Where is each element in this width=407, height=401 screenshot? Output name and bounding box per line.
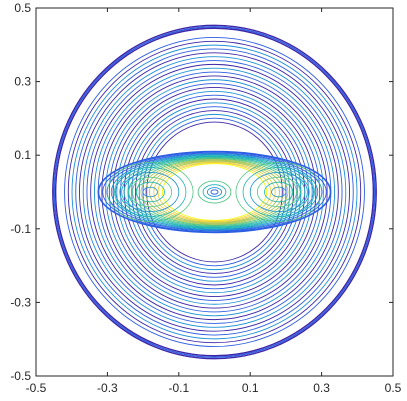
side-contour bbox=[264, 181, 294, 203]
outer-ring-contour bbox=[131, 106, 298, 278]
side-contour bbox=[135, 181, 165, 203]
inner-region-contour bbox=[149, 160, 280, 224]
outer-ring-contour bbox=[105, 79, 324, 305]
y-tick-label: -0.5 bbox=[10, 369, 31, 383]
axis-ticks bbox=[35, 7, 394, 377]
outer-ring-contour bbox=[86, 60, 343, 324]
inner-region-contour bbox=[102, 151, 327, 233]
outer-ring-contour bbox=[82, 56, 347, 328]
inner-region-contour bbox=[144, 159, 285, 225]
x-tick-label: -0.3 bbox=[97, 381, 118, 395]
side-contour bbox=[242, 167, 315, 217]
y-tick-label: 0.1 bbox=[14, 148, 31, 162]
side-contour bbox=[249, 171, 308, 213]
side-contour bbox=[114, 167, 187, 217]
y-tick-label: -0.3 bbox=[10, 295, 31, 309]
outer-ring-contour bbox=[108, 83, 321, 301]
plot-frame bbox=[35, 7, 394, 377]
y-tick-label: -0.1 bbox=[10, 222, 31, 236]
y-tick-label: 0.5 bbox=[14, 1, 31, 15]
inner-region-contour bbox=[132, 157, 297, 227]
outer-ring-contour bbox=[93, 67, 336, 317]
inner-region-contour bbox=[97, 150, 332, 234]
outer-shock-contour bbox=[52, 24, 377, 360]
outer-ring-contour bbox=[135, 110, 294, 274]
outer-ring-contour bbox=[67, 40, 362, 344]
central-eye-contour bbox=[202, 184, 227, 200]
x-tick-label: 0.5 bbox=[385, 381, 402, 395]
outer-ring-contour bbox=[116, 90, 313, 294]
inner-region-contour bbox=[136, 158, 293, 226]
outer-ring-contour bbox=[146, 121, 283, 263]
contour-lines bbox=[52, 24, 377, 360]
side-contour bbox=[121, 171, 180, 213]
central-eye-contour bbox=[210, 189, 219, 195]
x-tick-label: 0.1 bbox=[242, 381, 259, 395]
central-eye-contour bbox=[206, 187, 223, 197]
outer-ring-contour bbox=[71, 44, 358, 340]
outer-ring-contour bbox=[120, 94, 309, 290]
outer-ring-contour bbox=[101, 75, 328, 309]
inner-region-contour bbox=[140, 159, 289, 225]
side-contour bbox=[256, 176, 301, 208]
central-eye-contour bbox=[197, 180, 232, 204]
inner-region-contour bbox=[153, 161, 276, 223]
inner-region-contour bbox=[115, 154, 314, 230]
inner-region-contour bbox=[157, 162, 272, 222]
x-tick-labels: -0.5 -0.3 -0.1 0.1 0.3 0.5 bbox=[26, 381, 402, 395]
inner-region-contour bbox=[110, 153, 319, 231]
outer-ring-contour bbox=[79, 52, 350, 332]
side-contour bbox=[142, 186, 158, 198]
y-tick-label: 0.3 bbox=[14, 75, 31, 89]
x-tick-label: -0.5 bbox=[26, 381, 47, 395]
inner-region-contour bbox=[161, 163, 268, 221]
inner-region-contour bbox=[127, 156, 302, 228]
side-contour bbox=[235, 162, 323, 222]
side-contour bbox=[271, 186, 287, 198]
outer-ring-contour bbox=[138, 113, 291, 271]
inner-region-contour bbox=[119, 155, 310, 229]
outer-ring-contour bbox=[75, 48, 354, 336]
inner-region-contour bbox=[106, 152, 323, 232]
inner-region-contour bbox=[123, 155, 306, 229]
outer-ring-contour bbox=[90, 63, 339, 321]
outer-shock-contour bbox=[54, 27, 375, 357]
outer-ring-contour bbox=[64, 36, 365, 348]
x-tick-label: -0.1 bbox=[168, 381, 189, 395]
x-tick-label: 0.3 bbox=[313, 381, 330, 395]
side-contour bbox=[107, 162, 194, 222]
y-tick-labels: -0.5 -0.3 -0.1 0.1 0.3 0.5 bbox=[10, 1, 31, 383]
side-contour bbox=[128, 176, 173, 208]
outer-ring-contour bbox=[112, 87, 317, 297]
outer-shock-contour bbox=[53, 26, 376, 358]
